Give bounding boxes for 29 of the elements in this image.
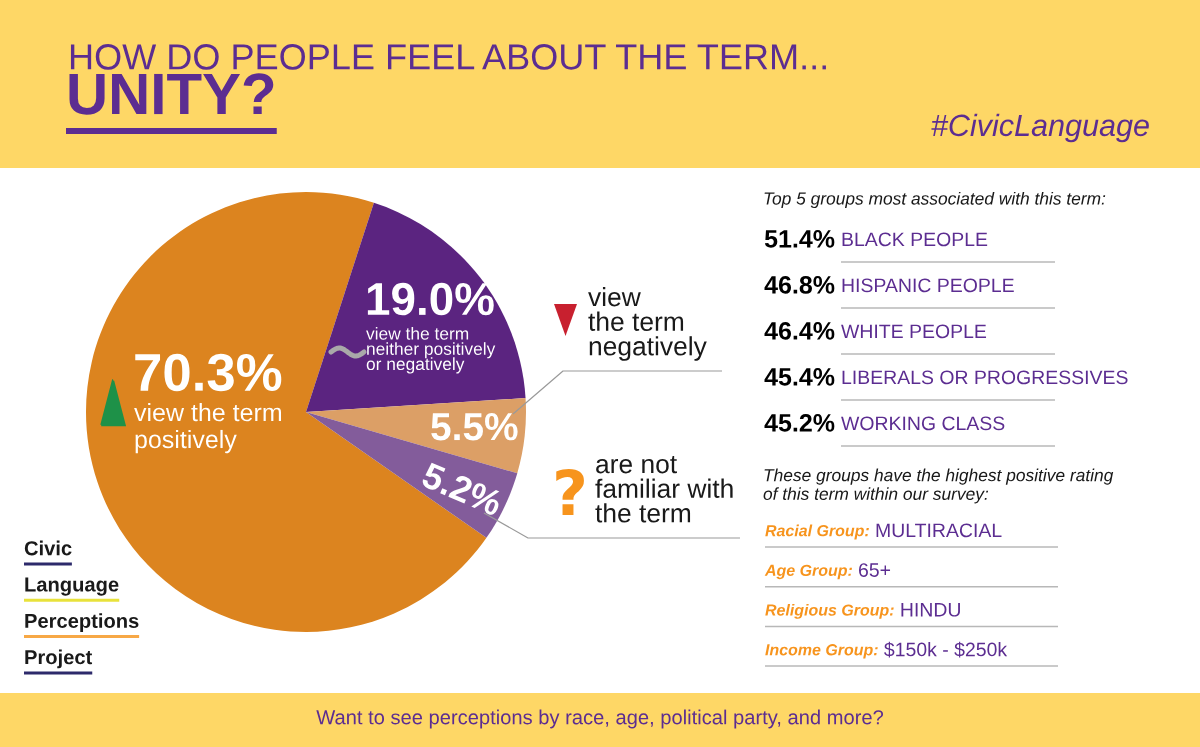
text: Civic Language Perceptions Project <box>24 540 139 669</box>
text: Age Group: 65+ <box>764 563 891 580</box>
category-label: BLACK PEOPLE <box>842 232 988 247</box>
slice-label: view the term positively <box>134 403 282 454</box>
category-label: WHITE PEOPLE <box>841 324 987 339</box>
data-label: 70.3% <box>135 353 282 392</box>
text: Want to see perceptions by race, age, political party, and more? <box>316 709 884 729</box>
slice-label: view the term neither positively or negatively <box>366 327 496 374</box>
text: Income Group: $150k - $250k <box>765 641 1008 659</box>
data-label: 5.5% <box>431 413 518 441</box>
text: 45.4% <box>764 368 835 386</box>
data-label: 19.0% <box>367 282 494 316</box>
text: 46.4% <box>764 322 835 340</box>
slice-label: view the term negatively <box>588 287 707 361</box>
data-label: 5.2% <box>420 461 505 517</box>
text: Top 5 groups most associated with this term: <box>764 191 1106 209</box>
category-label: LIBERALS OR PROGRESSIVES <box>842 370 1128 385</box>
text: Religious Group: HINDU <box>765 603 960 619</box>
chart-subtitle: UNITY? <box>69 73 274 115</box>
slice-label: are not familiar with the term <box>595 456 733 523</box>
text: 46.8% <box>764 276 835 294</box>
category-label: HISPANIC PEOPLE <box>842 278 1014 293</box>
chart-title: HOW DO PEOPLE FEEL ABOUT THE TERM... <box>70 44 826 70</box>
text: Racial Group: MULTIRACIAL <box>765 523 1002 540</box>
text: 45.2% <box>764 414 835 432</box>
text: #CivicLanguage <box>931 113 1149 143</box>
text: 51.4% <box>764 230 835 248</box>
category-label: WORKING CLASS <box>841 416 1005 431</box>
text: These groups have the highest positive rating of this term within our survey: <box>763 468 1114 504</box>
